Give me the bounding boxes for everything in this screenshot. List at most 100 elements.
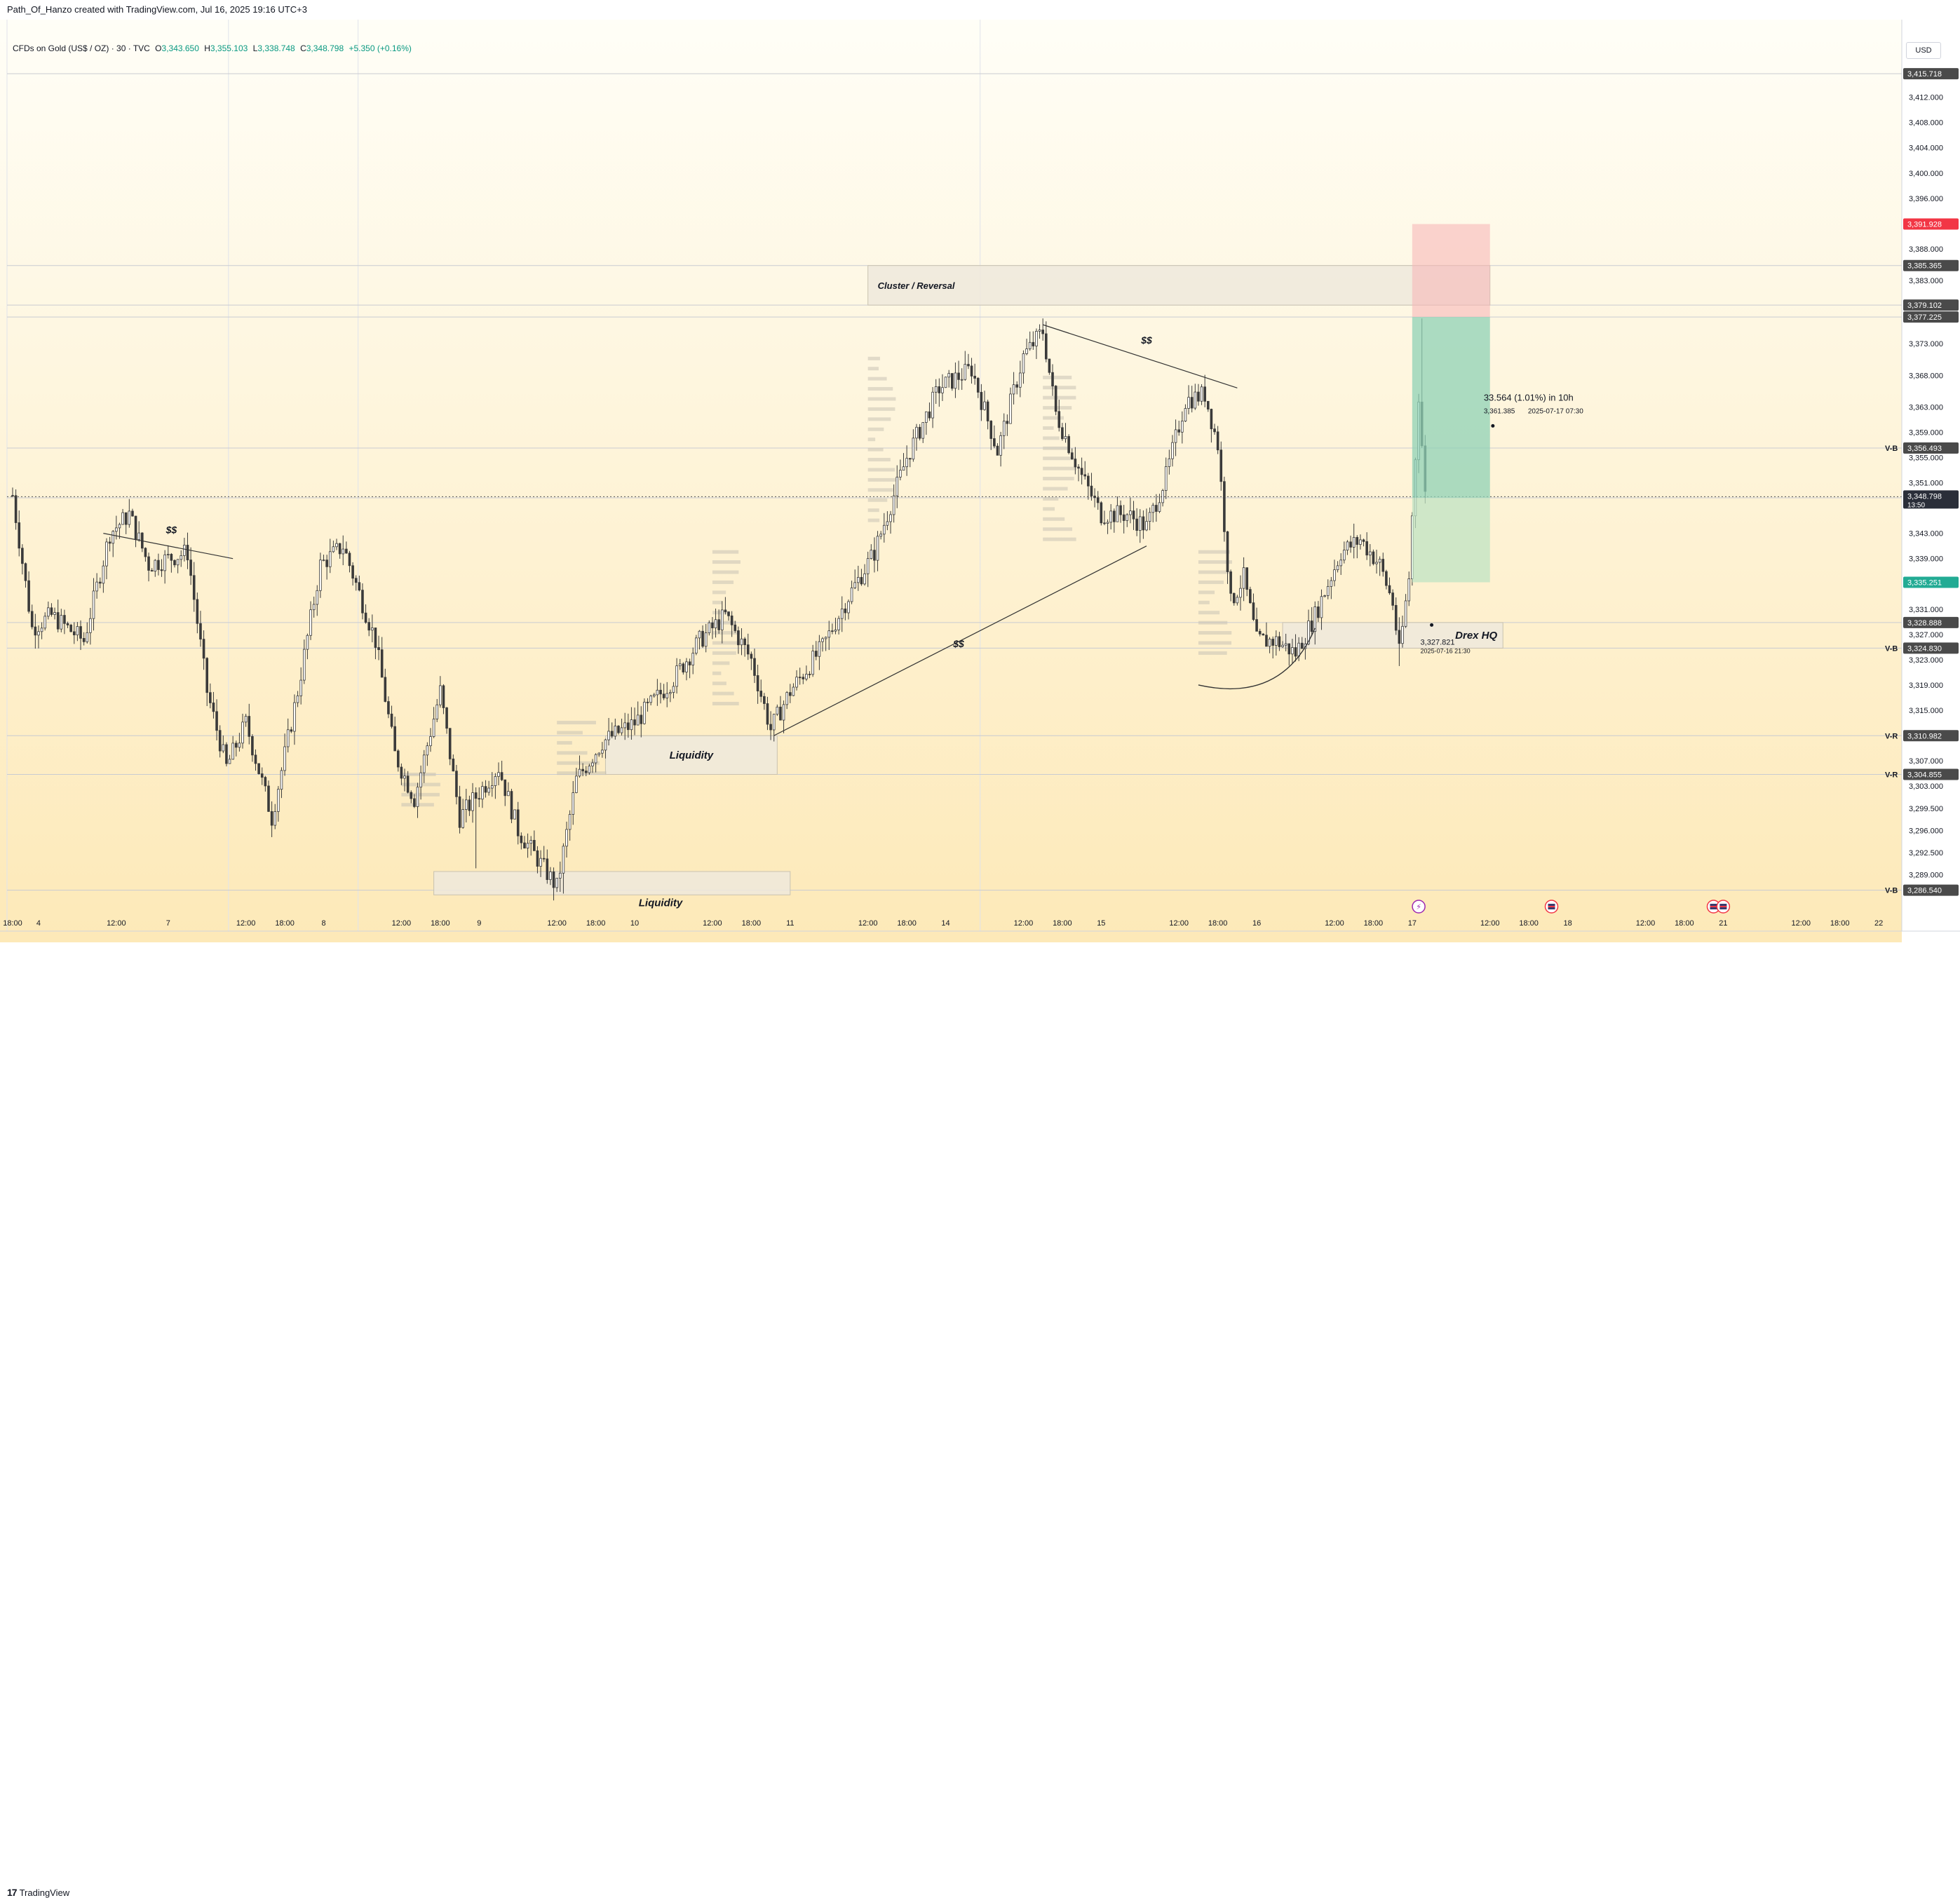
volume-profile-row <box>867 417 891 421</box>
y-tick-label: 3,307.000 <box>1909 757 1943 766</box>
volume-profile-row <box>1043 446 1069 450</box>
high-value: 3,355.103 <box>210 43 248 53</box>
candle-body <box>1255 619 1258 632</box>
candle-body <box>1100 502 1103 524</box>
curve-drawing <box>1198 628 1316 690</box>
footer: 17 TradingView <box>0 942 1960 1898</box>
candle-body <box>124 512 128 525</box>
candle-body <box>529 840 532 844</box>
candle-body <box>1378 559 1381 563</box>
candle-body <box>448 728 452 759</box>
x-tick-label: 12:00 <box>1636 919 1656 928</box>
candle-body <box>338 543 342 555</box>
candle-body <box>1398 630 1401 644</box>
candle-body <box>18 522 21 549</box>
candle-body <box>1061 427 1064 440</box>
candle-body <box>189 560 192 576</box>
candle-body <box>484 786 487 793</box>
symbol-legend[interactable]: CFDs on Gold (US$ / OZ) · 30 · TVC O3,34… <box>13 43 414 53</box>
candle-body <box>474 792 478 799</box>
candle-body <box>1138 516 1142 531</box>
candle-body <box>934 386 938 393</box>
x-tick-label: 18:00 <box>1675 919 1694 928</box>
chart-area[interactable]: V-B V-B V-R V-R V-B Cluster / Reversal Drex H… <box>0 20 1960 942</box>
y-tick-label: 3,339.000 <box>1909 555 1943 564</box>
candle-body <box>374 628 377 648</box>
candle-body <box>879 534 882 537</box>
candle-body <box>108 541 111 544</box>
candle-body <box>1206 400 1210 409</box>
volume-profile-row <box>867 427 884 431</box>
x-tick-label: 12:00 <box>236 919 256 928</box>
volume-profile-row <box>557 751 588 755</box>
candle-body <box>406 775 410 793</box>
marker-price: 3,327.821 <box>1421 638 1455 646</box>
candle-body <box>789 692 792 696</box>
currency-button[interactable]: USD <box>1906 42 1941 59</box>
volume-profile-row <box>712 560 741 564</box>
volume-profile-row <box>867 387 893 391</box>
y-tick-label: 3,299.500 <box>1909 805 1943 813</box>
candle-body <box>643 701 646 724</box>
candle-body <box>873 550 876 561</box>
candle-body <box>241 721 244 744</box>
x-tick-label: 12:00 <box>858 919 878 928</box>
candle-body <box>633 719 636 726</box>
volume-profile-row <box>712 631 741 635</box>
tradingview-logo[interactable]: 17 TradingView <box>7 1887 69 1898</box>
candle-body <box>335 543 338 548</box>
candle-body <box>847 601 850 614</box>
candle-body <box>899 470 902 477</box>
candle-body <box>1093 496 1096 499</box>
candle-body <box>627 722 630 731</box>
candle-body <box>1148 512 1151 522</box>
volume-profile-row <box>712 621 737 625</box>
candle-body <box>209 692 212 703</box>
x-tick-label: 18:00 <box>1364 919 1384 928</box>
candle-body <box>1281 644 1284 647</box>
candle-body <box>1090 485 1093 496</box>
candle-body <box>513 809 516 820</box>
candle-body <box>40 628 43 632</box>
candle-body <box>306 635 309 650</box>
candle-body <box>649 696 652 703</box>
candle-body <box>212 703 215 712</box>
candle-body <box>24 563 27 581</box>
volume-profile-row <box>712 702 739 706</box>
volume-profile-row <box>712 580 734 584</box>
candle-body <box>354 578 358 583</box>
y-tick-label: 3,388.000 <box>1909 245 1943 254</box>
price-tag-bg <box>1903 576 1959 588</box>
marker-date: 2025-07-16 21:30 <box>1421 647 1471 654</box>
countdown-label: 13:50 <box>1907 501 1925 509</box>
price-chart[interactable]: V-B V-B V-R V-R V-B Cluster / Reversal Drex H… <box>0 20 1960 942</box>
candle-body <box>539 858 542 867</box>
price-tag-bg <box>1903 218 1959 230</box>
candle-body <box>403 775 406 779</box>
candle-body <box>1401 625 1404 644</box>
candle-body <box>1356 537 1359 545</box>
candle-body <box>678 663 682 667</box>
low-label: L <box>252 43 258 53</box>
candle-body <box>1297 642 1300 657</box>
candle-body <box>795 677 798 688</box>
candle-body <box>1381 559 1385 572</box>
trendline-label: $$ <box>952 638 964 649</box>
candle-body <box>465 799 468 810</box>
annotation-zones: Cluster / Reversal Drex HQ Liquidity Liquid… <box>433 265 1503 909</box>
candle-body <box>591 762 594 767</box>
y-tick-label: 3,351.000 <box>1909 480 1943 488</box>
zone-rect <box>1282 622 1503 649</box>
candle-body <box>1307 621 1310 644</box>
candle-body <box>186 545 189 561</box>
x-tick-label: 8 <box>321 919 325 928</box>
price-tag-bg <box>1903 616 1959 628</box>
volume-profile-row <box>1043 426 1054 430</box>
candle-body <box>102 565 105 584</box>
candle-body <box>218 730 222 752</box>
candle-body <box>925 411 928 423</box>
candle-body <box>1002 421 1006 436</box>
volume-profile-row <box>1198 570 1230 574</box>
y-tick-label: 3,303.000 <box>1909 782 1943 791</box>
candle-body <box>558 872 562 879</box>
